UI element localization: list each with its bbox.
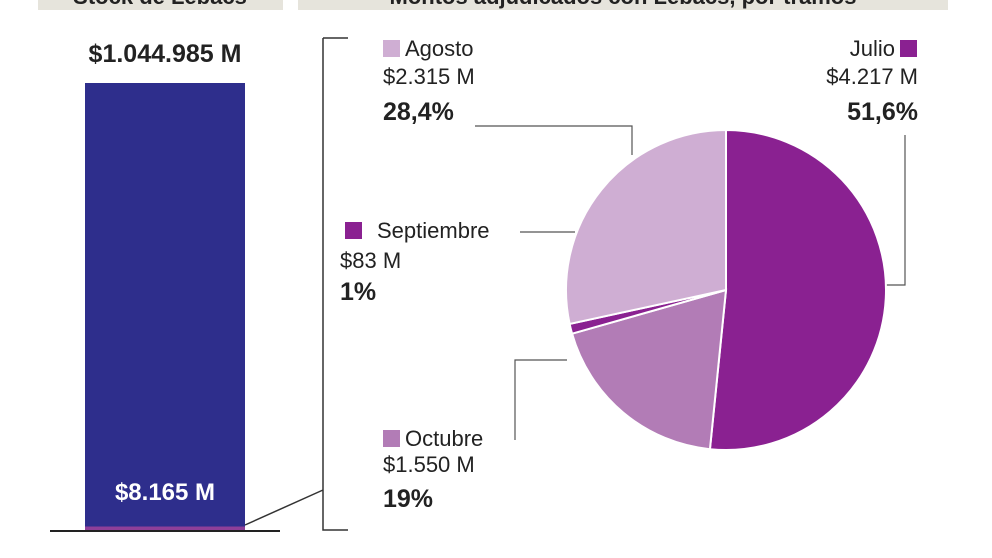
amount-label: $1.550 M — [383, 452, 475, 477]
bar — [85, 526, 245, 530]
percent-label: 19% — [383, 485, 433, 513]
part-label: $8.165 M — [115, 479, 215, 506]
legend-label: Septiembre — [377, 218, 490, 243]
amount-label: $2.315 M — [383, 64, 475, 89]
amount-label: $4.217 M — [826, 64, 918, 89]
legend-swatch — [345, 222, 362, 239]
amount-label: $83 M — [340, 248, 401, 273]
legend-swatch — [900, 40, 917, 57]
header-bg — [38, 0, 283, 10]
pie-slice — [570, 288, 728, 451]
legend-swatch — [383, 430, 400, 447]
legend-label: Julio — [850, 36, 895, 61]
legend-label: Agosto — [405, 36, 474, 61]
pie-slice — [708, 128, 887, 451]
bar-title: Stock de Lebacs — [73, 0, 247, 9]
header-bg — [298, 0, 948, 10]
legend-label: Octubre — [405, 426, 483, 451]
legend-swatch — [383, 40, 400, 57]
bar — [85, 83, 245, 530]
pie-title: Montos adjudicados con Lebacs, por tramo… — [390, 0, 857, 9]
pie-slice — [565, 128, 727, 326]
percent-label: 28,4% — [383, 98, 454, 126]
leader-lines — [475, 125, 906, 440]
bracket — [244, 37, 348, 531]
total-label: $1.044.985 M — [89, 40, 242, 68]
percent-label: 51,6% — [847, 98, 918, 126]
percent-label: 1% — [340, 278, 376, 306]
